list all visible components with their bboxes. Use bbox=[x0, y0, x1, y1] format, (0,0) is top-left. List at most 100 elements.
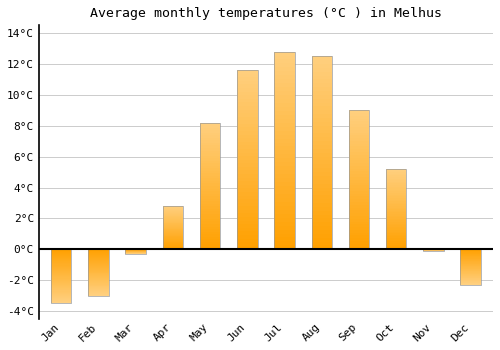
Bar bbox=[460, 281, 481, 282]
Bar bbox=[51, 256, 72, 257]
Bar bbox=[200, 206, 220, 209]
Bar bbox=[274, 51, 295, 249]
Bar bbox=[51, 271, 72, 272]
Bar bbox=[312, 230, 332, 234]
Bar bbox=[312, 222, 332, 226]
Bar bbox=[162, 234, 183, 236]
Bar bbox=[51, 255, 72, 256]
Bar bbox=[460, 251, 481, 252]
Bar bbox=[237, 110, 258, 113]
Bar bbox=[460, 274, 481, 275]
Bar bbox=[460, 282, 481, 283]
Bar bbox=[51, 249, 72, 303]
Bar bbox=[162, 227, 183, 228]
Bar bbox=[312, 91, 332, 95]
Bar bbox=[274, 230, 295, 233]
Bar bbox=[51, 267, 72, 268]
Bar bbox=[460, 260, 481, 261]
Bar bbox=[349, 219, 370, 222]
Bar bbox=[200, 166, 220, 168]
Bar bbox=[237, 138, 258, 142]
Bar bbox=[386, 238, 406, 240]
Bar bbox=[460, 259, 481, 260]
Bar bbox=[349, 241, 370, 244]
Bar bbox=[349, 238, 370, 241]
Bar bbox=[200, 156, 220, 158]
Bar bbox=[349, 208, 370, 210]
Bar bbox=[312, 161, 332, 164]
Bar bbox=[162, 238, 183, 239]
Bar bbox=[51, 274, 72, 275]
Bar bbox=[460, 271, 481, 272]
Bar bbox=[51, 265, 72, 266]
Bar bbox=[386, 217, 406, 219]
Bar bbox=[162, 241, 183, 243]
Bar bbox=[162, 240, 183, 241]
Bar bbox=[200, 186, 220, 189]
Bar bbox=[386, 212, 406, 214]
Bar bbox=[460, 263, 481, 264]
Bar bbox=[200, 146, 220, 148]
Bar bbox=[237, 117, 258, 120]
Bar bbox=[349, 149, 370, 152]
Bar bbox=[51, 272, 72, 273]
Bar bbox=[312, 122, 332, 126]
Bar bbox=[349, 210, 370, 213]
Bar bbox=[200, 181, 220, 183]
Bar bbox=[460, 253, 481, 254]
Bar bbox=[200, 191, 220, 194]
Bar bbox=[237, 192, 258, 196]
Bar bbox=[312, 245, 332, 249]
Bar bbox=[386, 209, 406, 211]
Bar bbox=[237, 106, 258, 110]
Bar bbox=[237, 81, 258, 84]
Bar bbox=[237, 163, 258, 167]
Bar bbox=[274, 67, 295, 71]
Bar bbox=[386, 185, 406, 187]
Bar bbox=[88, 273, 108, 274]
Bar bbox=[312, 130, 332, 133]
Bar bbox=[386, 193, 406, 195]
Bar bbox=[51, 292, 72, 293]
Bar bbox=[312, 164, 332, 168]
Bar bbox=[51, 289, 72, 290]
Bar bbox=[51, 284, 72, 285]
Bar bbox=[349, 155, 370, 158]
Bar bbox=[237, 181, 258, 185]
Bar bbox=[162, 239, 183, 240]
Bar bbox=[386, 190, 406, 191]
Bar bbox=[51, 251, 72, 252]
Bar bbox=[200, 226, 220, 229]
Bar bbox=[274, 91, 295, 95]
Bar bbox=[88, 284, 108, 285]
Bar bbox=[200, 178, 220, 181]
Bar bbox=[274, 139, 295, 142]
Bar bbox=[349, 144, 370, 146]
Bar bbox=[237, 124, 258, 127]
Bar bbox=[386, 240, 406, 241]
Bar bbox=[312, 241, 332, 245]
Bar bbox=[312, 153, 332, 157]
Bar bbox=[349, 183, 370, 186]
Bar bbox=[312, 149, 332, 153]
Bar bbox=[200, 234, 220, 237]
Bar bbox=[200, 244, 220, 247]
Bar bbox=[274, 198, 295, 202]
Bar bbox=[386, 178, 406, 180]
Bar bbox=[237, 188, 258, 192]
Bar bbox=[200, 189, 220, 191]
Bar bbox=[460, 277, 481, 278]
Bar bbox=[274, 238, 295, 241]
Bar bbox=[88, 255, 108, 256]
Bar bbox=[274, 206, 295, 210]
Bar bbox=[274, 182, 295, 186]
Bar bbox=[88, 270, 108, 271]
Bar bbox=[460, 250, 481, 251]
Bar bbox=[162, 231, 183, 232]
Bar bbox=[88, 285, 108, 286]
Bar bbox=[237, 199, 258, 203]
Bar bbox=[88, 291, 108, 292]
Bar bbox=[386, 172, 406, 174]
Bar bbox=[460, 279, 481, 280]
Bar bbox=[460, 249, 481, 250]
